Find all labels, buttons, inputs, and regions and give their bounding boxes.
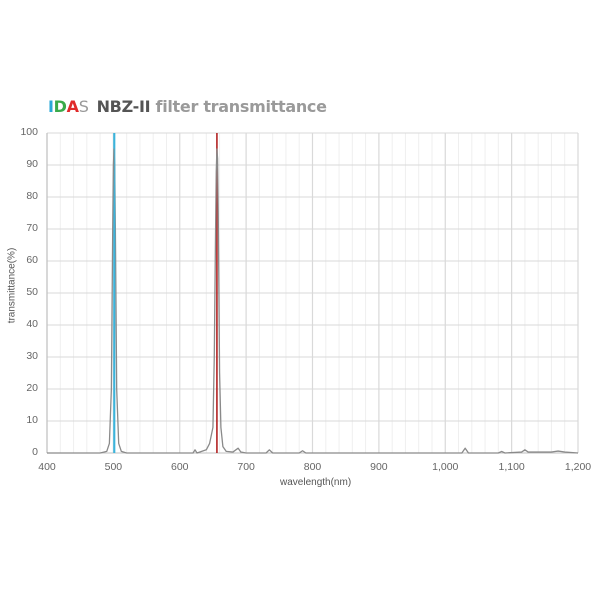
transmittance-curve	[47, 148, 579, 454]
y-tick-label: 80	[26, 190, 38, 202]
y-tick-label: 90	[26, 158, 38, 170]
x-tick-label: 700	[237, 461, 255, 473]
brand-letter-s: S	[78, 97, 89, 116]
x-tick-label: 500	[104, 461, 123, 473]
y-tick-label: 10	[26, 414, 38, 426]
title-rest: filter transmittance	[155, 97, 327, 116]
y-tick-label: 0	[32, 446, 38, 458]
y-tick-label: 60	[26, 254, 38, 266]
x-axis-label: wavelength(nm)	[280, 477, 352, 488]
x-tick-label: 400	[38, 461, 56, 473]
y-tick-label: 20	[26, 382, 38, 394]
y-tick-label: 70	[26, 222, 38, 234]
brand-letter-a: A	[66, 97, 79, 116]
y-tick-label: 100	[20, 126, 38, 138]
x-tick-label: 1,100	[498, 461, 525, 473]
x-tick-label: 1,200	[564, 461, 592, 473]
x-tick-label: 800	[303, 461, 322, 473]
chart-title: IDAS NBZ-II filter transmittance	[48, 97, 327, 116]
y-tick-label: 40	[26, 318, 38, 330]
y-tick-label: 30	[26, 350, 38, 362]
x-tick-label: 600	[170, 461, 189, 473]
x-tick-label: 1,000	[432, 461, 459, 473]
y-tick-label: 50	[26, 286, 38, 298]
x-tick-label: 900	[370, 461, 388, 473]
brand-letter-d: D	[53, 97, 67, 116]
model-name: NBZ-II	[96, 97, 151, 116]
brand-letter-i: I	[48, 97, 54, 116]
